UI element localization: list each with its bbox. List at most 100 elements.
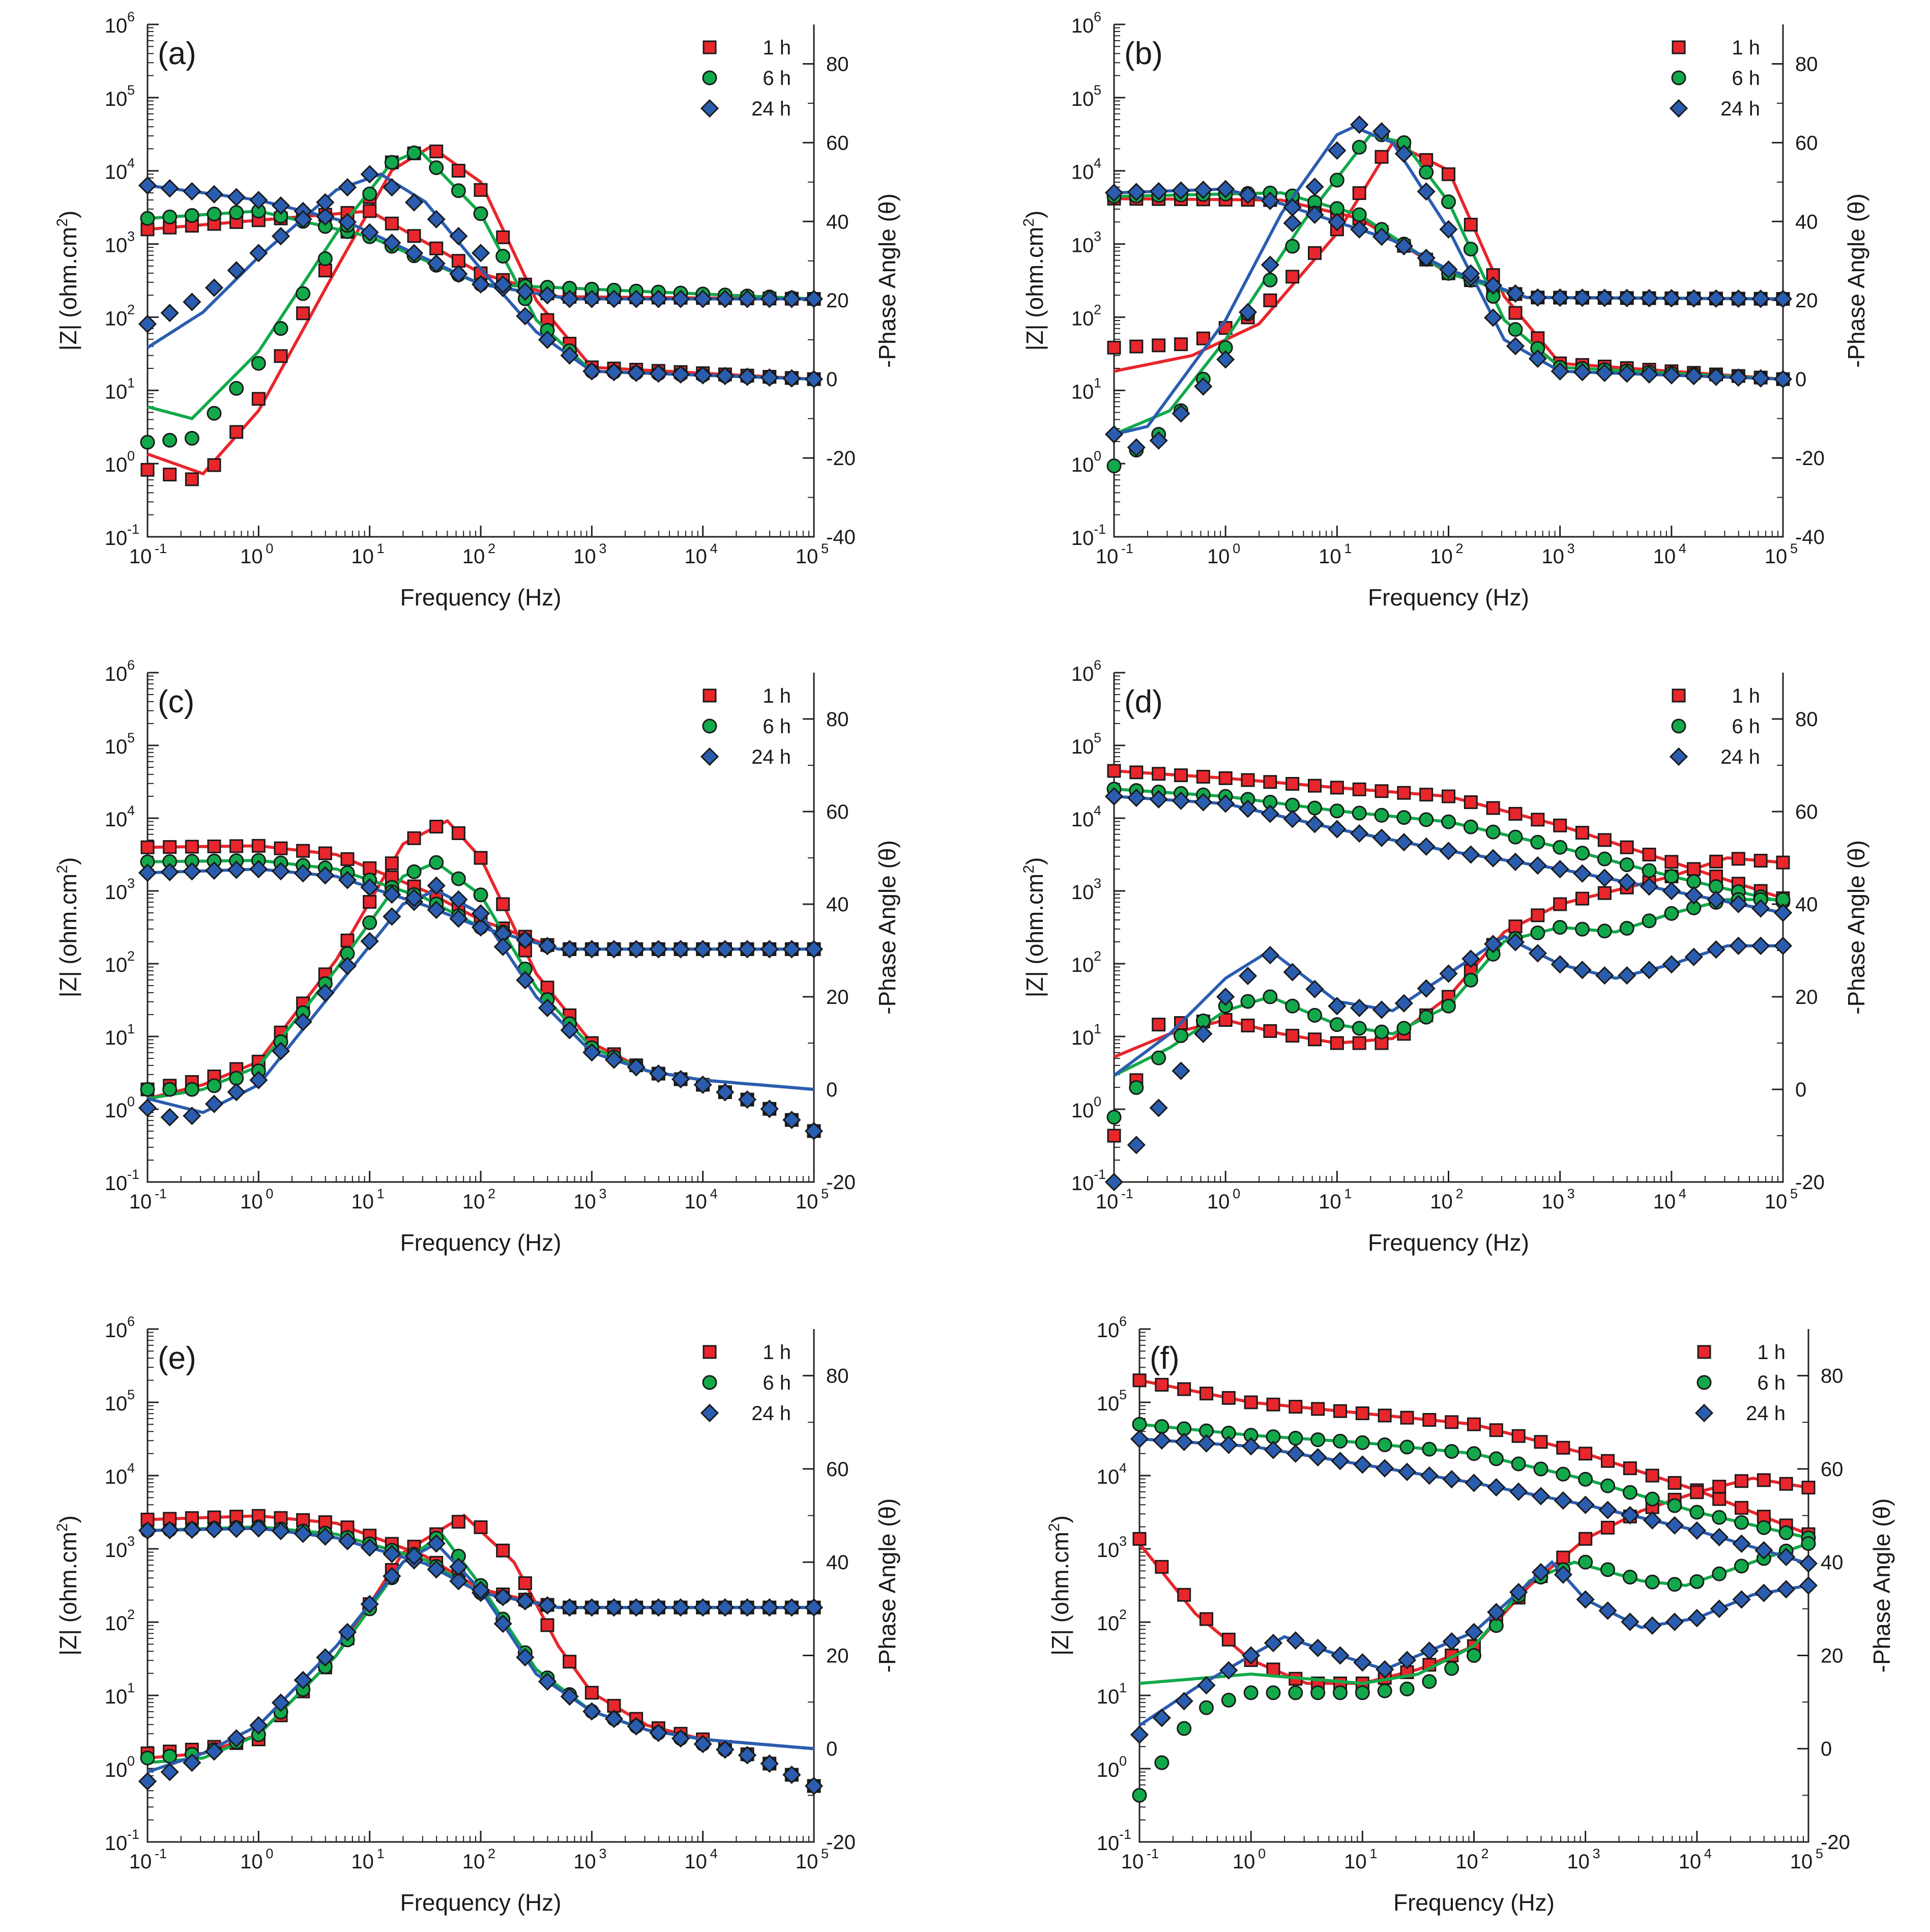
legend-label: 6 h: [1732, 715, 1760, 738]
x-tick-exponent: 1: [1369, 1846, 1377, 1861]
x-tick-label: 10: [1567, 1851, 1590, 1873]
impedance-point: [1576, 1495, 1595, 1514]
phase-point: [162, 1082, 178, 1097]
impedance-point: [582, 1598, 601, 1617]
phase-point: [294, 210, 312, 229]
impedance-point: [138, 1521, 157, 1540]
impedance-point: [671, 290, 690, 308]
impedance-point: [1328, 820, 1347, 839]
impedance-point: [1330, 781, 1344, 795]
x-tick-label: 10: [573, 1191, 596, 1213]
x-tick-label: 10: [1096, 1191, 1119, 1213]
phase-point: [160, 303, 179, 323]
y2-axis-title: -Phase Angle (θ): [874, 193, 900, 368]
y-tick-exponent: 6: [1119, 1314, 1127, 1329]
impedance-point: [1419, 788, 1434, 802]
legend-label: 1 h: [763, 37, 791, 59]
impedance-point: [1130, 1429, 1149, 1449]
phase-point: [229, 381, 244, 396]
y-tick-exponent: 3: [1119, 1534, 1127, 1549]
impedance-point: [163, 220, 177, 235]
phase-point: [1377, 1683, 1392, 1698]
x-tick-exponent: 4: [710, 541, 718, 556]
legend-label: 1 h: [1732, 37, 1760, 59]
phase-point: [1735, 1474, 1748, 1488]
y-axis-title-close: ): [55, 211, 81, 218]
y-tick-label: 10: [105, 1612, 128, 1635]
phase-point: [249, 1071, 268, 1089]
x-tick-label: 10: [1430, 1191, 1453, 1213]
y-tick-label: 10: [105, 15, 128, 37]
phase-point: [1442, 167, 1455, 181]
phase-point: [716, 366, 735, 386]
y-tick-label: 10: [105, 736, 128, 758]
y-tick-label: 10: [105, 809, 128, 831]
phase-point: [1508, 306, 1523, 320]
phase-point: [1285, 270, 1300, 284]
impedance-point: [1707, 890, 1726, 909]
phase-point: [1757, 1473, 1771, 1487]
phase-point: [449, 890, 468, 909]
y-tick-exponent: 1: [127, 1680, 135, 1695]
phase-point: [1751, 369, 1770, 388]
phase-point: [1731, 852, 1745, 866]
impedance-point: [1488, 1451, 1504, 1466]
y-tick-exponent: -1: [127, 1827, 139, 1842]
impedance-point: [1129, 765, 1144, 780]
phase-point: [1467, 1648, 1481, 1663]
impedance-point: [1261, 191, 1279, 210]
impedance-point: [1441, 814, 1456, 829]
impedance-point: [560, 940, 579, 959]
y2-tick-label: 60: [826, 1458, 849, 1481]
impedance-point: [1263, 775, 1277, 789]
x-tick-exponent: -1: [155, 1186, 167, 1201]
phase-point: [1263, 272, 1278, 287]
impedance-point: [1487, 1478, 1506, 1497]
impedance-point: [1420, 1466, 1439, 1485]
impedance-point: [160, 1521, 179, 1540]
phase-point: [140, 435, 155, 450]
impedance-point: [363, 204, 377, 218]
impedance-point: [1689, 1505, 1705, 1520]
phase-point: [1308, 1638, 1327, 1657]
impedance-point: [604, 940, 624, 959]
y2-axis-title: -Phase Angle (θ): [1843, 193, 1869, 368]
phase-point: [693, 1735, 712, 1753]
phase-point: [429, 160, 444, 176]
impedance-point: [1467, 1417, 1481, 1431]
y-tick-exponent: 2: [127, 1607, 135, 1622]
phase-point: [296, 306, 310, 321]
phase-point: [493, 1614, 512, 1633]
y-axis-title-close: ): [55, 1515, 81, 1523]
phase-point: [249, 1716, 268, 1735]
impedance-point: [760, 940, 779, 959]
impedance-point: [1378, 1408, 1392, 1423]
phase-point: [1553, 897, 1567, 911]
phase-point: [406, 864, 422, 879]
phase-point: [473, 206, 488, 221]
x-tick-label: 10: [1319, 1191, 1341, 1213]
phase-point: [1776, 855, 1790, 870]
impedance-point: [1553, 818, 1567, 832]
impedance-point: [1353, 1455, 1372, 1474]
impedance-point: [1600, 1478, 1615, 1493]
phase-point: [1333, 1685, 1348, 1700]
impedance-point: [1756, 1520, 1771, 1535]
phase-point: [516, 1648, 535, 1667]
y2-tick-label: -20: [826, 1831, 856, 1854]
x-tick-label: 10: [1541, 1191, 1564, 1213]
legend-label: 6 h: [1732, 67, 1760, 90]
legend-label: 6 h: [763, 715, 791, 738]
y2-tick-label: 0: [1795, 368, 1806, 391]
phase-point: [1461, 264, 1480, 283]
impedance-point: [1511, 1429, 1526, 1443]
phase-point: [516, 971, 535, 990]
impedance-point: [1597, 851, 1612, 867]
phase-point: [1396, 1021, 1412, 1036]
x-tick-exponent: 3: [1567, 1186, 1575, 1201]
phase-point: [1528, 944, 1547, 963]
y-axis-title-text: |Z| (ohm.cm: [1021, 227, 1048, 351]
y-tick-exponent: 1: [1094, 375, 1101, 390]
y-tick-exponent: 4: [1119, 1460, 1127, 1476]
impedance-point: [183, 182, 201, 201]
